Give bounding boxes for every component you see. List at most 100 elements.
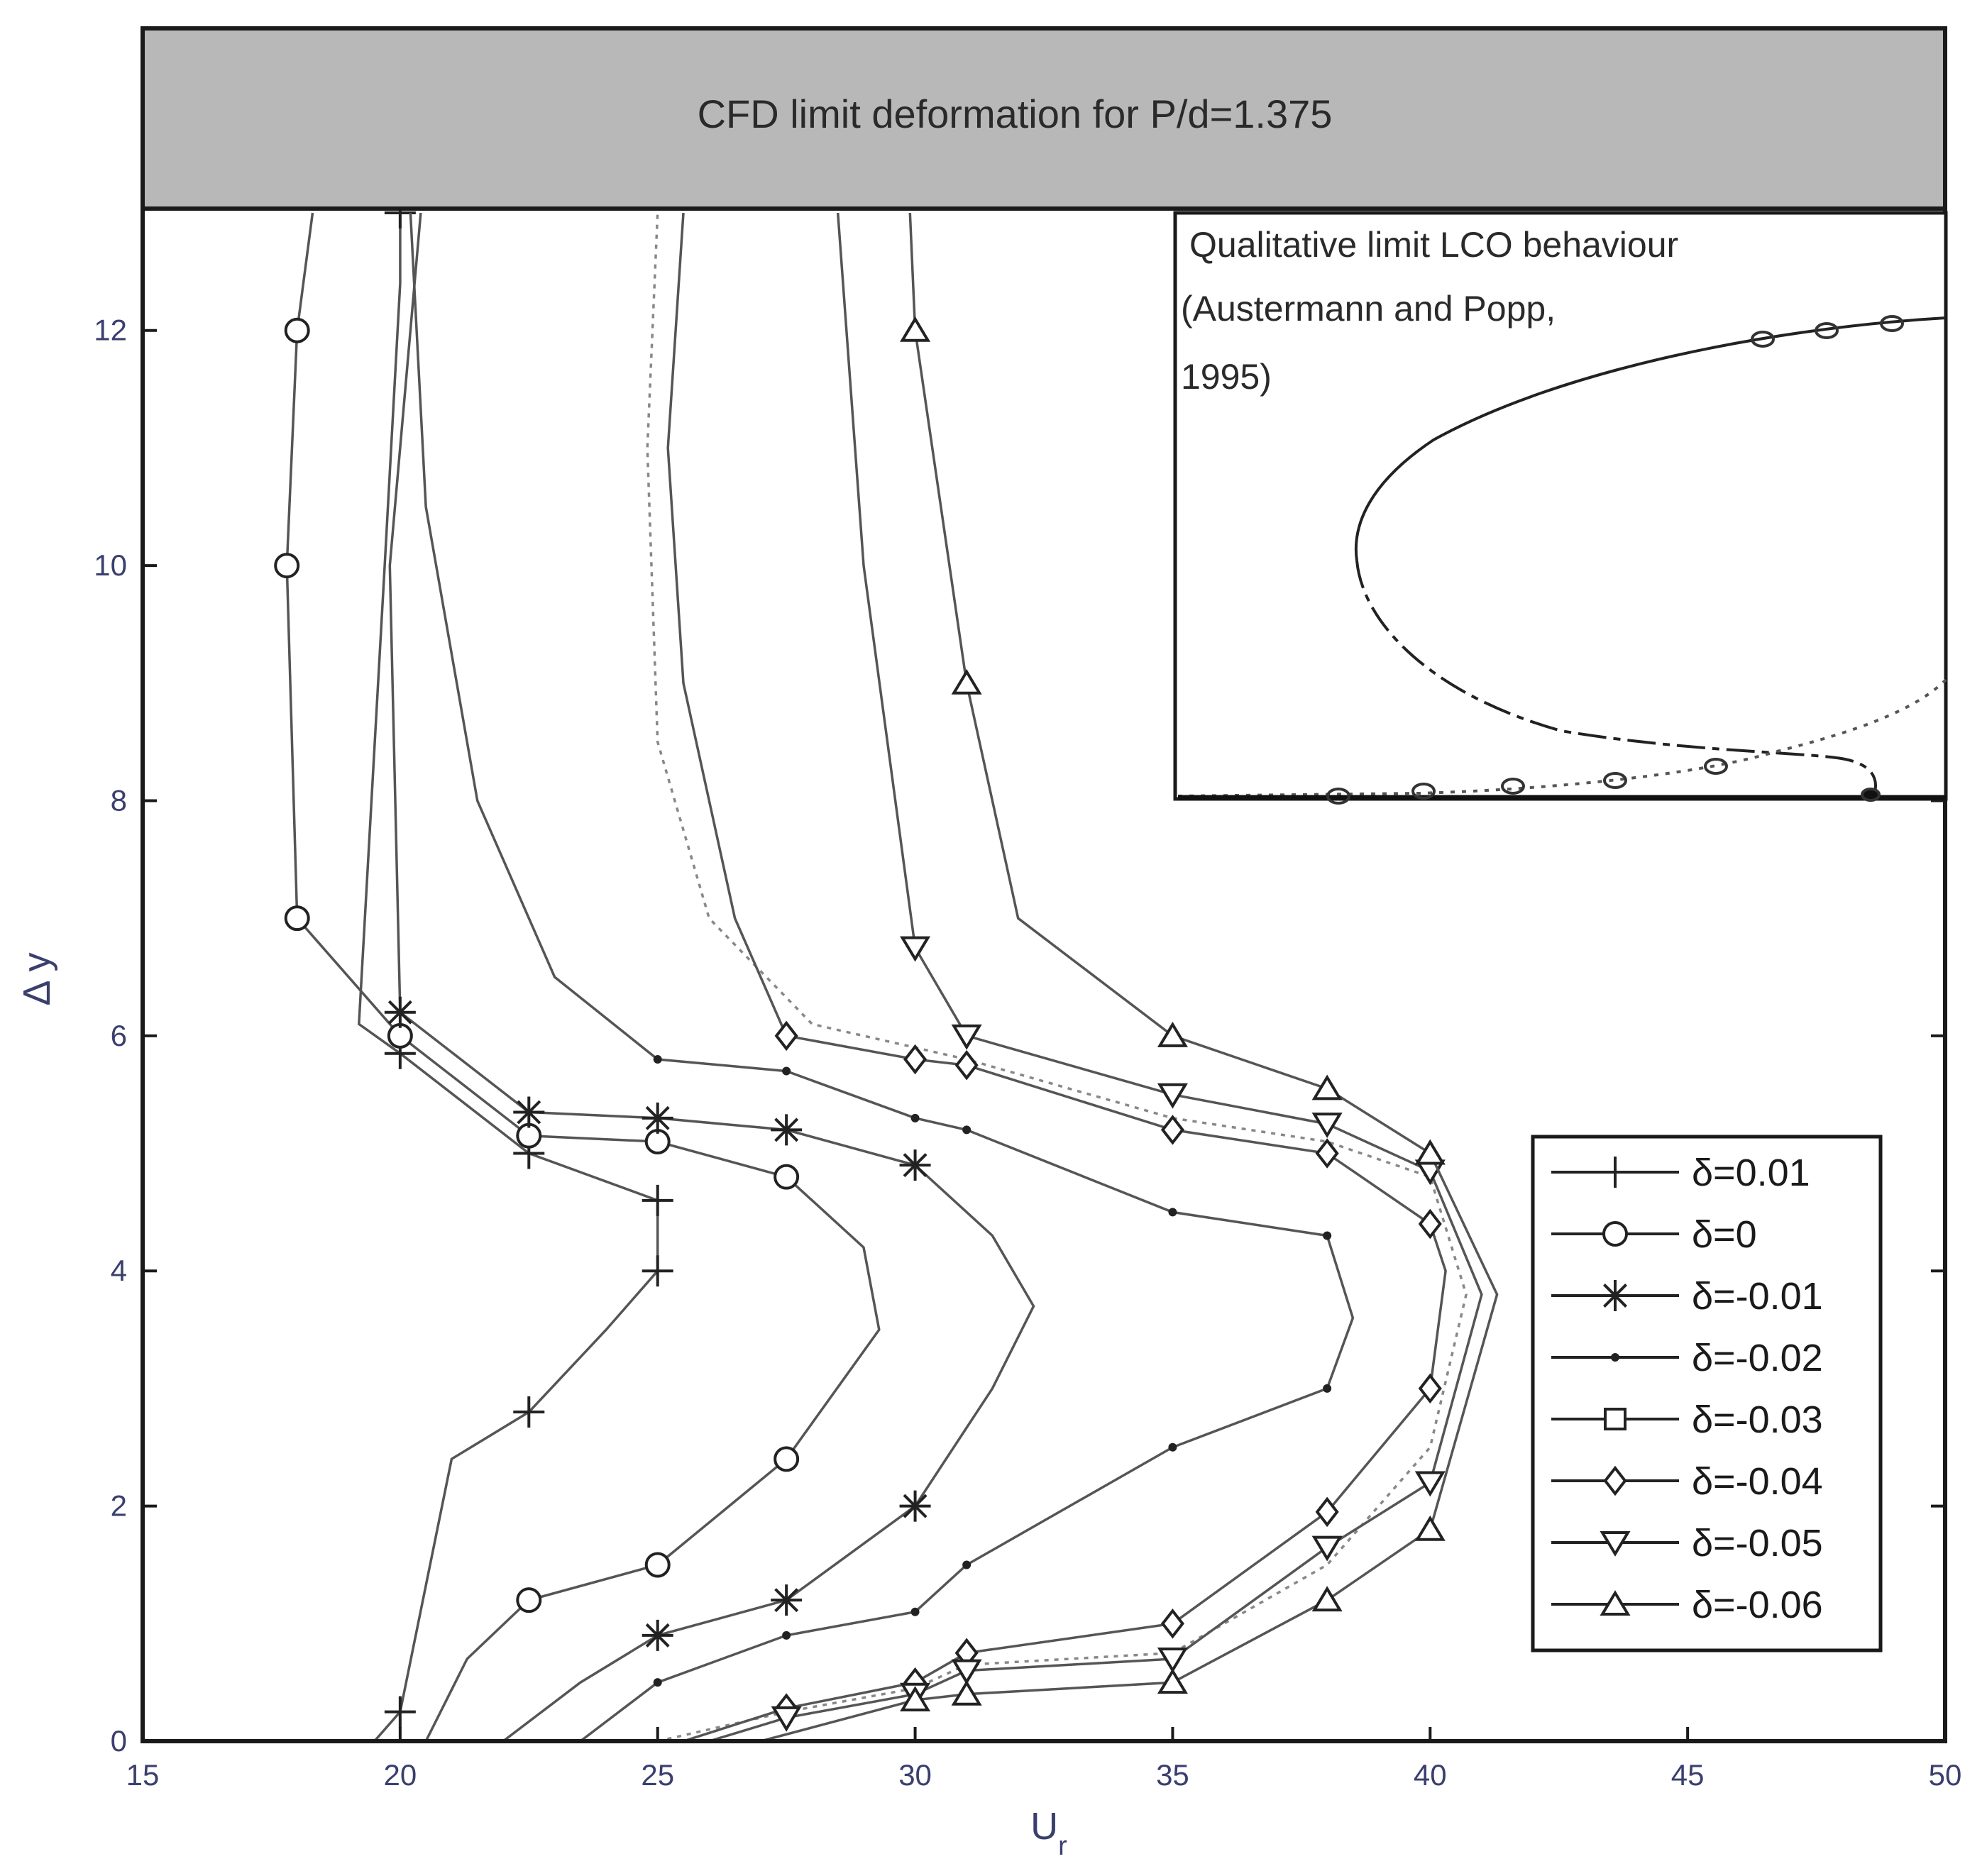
inset-lower-branch: [1355, 560, 1878, 797]
series-layer: [274, 197, 1499, 1743]
legend-swatch-marker: [1600, 1590, 1631, 1616]
series-2: [274, 212, 881, 1742]
series-line: [388, 212, 1035, 1743]
series-5: [646, 212, 1468, 1743]
y-tick-label: 10: [94, 548, 127, 582]
data-point: [1157, 1668, 1188, 1694]
data-point: [1311, 1535, 1343, 1562]
data-point: [516, 1587, 542, 1613]
series-3: [384, 212, 1035, 1743]
data-point: [1311, 1586, 1343, 1612]
data-point: [1157, 1648, 1188, 1673]
legend-label: δ=-0.02: [1692, 1337, 1823, 1379]
legend-swatch-marker: [1602, 1221, 1628, 1247]
x-tick-label: 15: [126, 1758, 160, 1792]
data-point: [951, 1659, 982, 1685]
data-point: [284, 317, 310, 343]
data-point: [642, 1184, 673, 1216]
series-line: [646, 212, 1468, 1743]
title-band: CFD limit deformation for P/d=1.375: [141, 26, 1947, 211]
inset-caption-line-3: 1995): [1181, 357, 1272, 397]
inset-panel: Qualitative limit LCO behaviour (Austerm…: [1173, 211, 1948, 805]
legend-label: δ=-0.01: [1692, 1275, 1823, 1318]
data-point: [951, 668, 982, 695]
data-point: [274, 553, 300, 579]
inset-caption-line-1: Qualitative limit LCO behaviour: [1189, 225, 1678, 265]
x-tick-label: 45: [1671, 1758, 1705, 1792]
data-point: [910, 1113, 920, 1122]
x-tick-label: 40: [1414, 1758, 1447, 1792]
data-point: [284, 905, 310, 932]
data-point: [910, 1607, 920, 1616]
data-point: [1323, 1384, 1332, 1393]
y-tick-label: 8: [111, 783, 127, 817]
data-point: [774, 1164, 800, 1190]
data-point: [1160, 1609, 1184, 1639]
data-point: [900, 1686, 931, 1712]
data-point: [1315, 1496, 1339, 1528]
series-8: [760, 212, 1499, 1743]
data-point: [900, 936, 931, 962]
legend-label: δ=-0.05: [1692, 1522, 1823, 1565]
data-point: [653, 1054, 662, 1064]
inset-caption-line-2: (Austermann and Popp,: [1181, 289, 1556, 329]
series-6: [666, 212, 1447, 1743]
data-point: [642, 1102, 673, 1134]
legend-entry: δ=0: [1551, 1213, 1757, 1256]
legend: δ=0.01 δ=0 δ=-0.01 δ=-0.02 δ=-0.03 δ=-0.04 δ=-…: [1531, 1135, 1883, 1652]
legend-entry: δ=-0.03: [1551, 1398, 1823, 1441]
data-point: [774, 1446, 800, 1472]
series-line: [760, 212, 1499, 1743]
data-point: [962, 1560, 972, 1569]
data-point: [774, 1020, 798, 1052]
data-point: [1323, 1231, 1332, 1240]
legend-entry: δ=-0.02: [1551, 1337, 1823, 1379]
x-tick-label: 30: [898, 1758, 932, 1792]
data-point: [962, 1125, 972, 1135]
data-point: [644, 1552, 671, 1578]
data-point: [771, 1114, 803, 1146]
legend-swatch-marker: [1611, 1353, 1619, 1362]
data-point: [951, 1679, 982, 1706]
data-point: [642, 1619, 673, 1651]
legend-swatch-marker: [1600, 1280, 1631, 1311]
inset-markers: [1326, 315, 1904, 805]
data-point: [1160, 1115, 1184, 1145]
data-point: [1168, 1442, 1177, 1452]
data-point: [782, 1066, 791, 1076]
x-tick-label: 50: [1929, 1758, 1962, 1792]
legend-label: δ=-0.04: [1692, 1460, 1823, 1503]
legend-swatch-marker: [1603, 1465, 1627, 1496]
legend-entry: δ=-0.04: [1551, 1460, 1823, 1503]
data-point: [1157, 1021, 1188, 1047]
data-point: [1311, 1113, 1343, 1139]
data-point: [1157, 1083, 1188, 1109]
x-tick-label: 35: [1156, 1758, 1189, 1792]
series-line: [708, 212, 1483, 1743]
data-point: [782, 1631, 791, 1640]
legend-swatch-marker: [1600, 1157, 1631, 1188]
data-point: [513, 1096, 545, 1128]
legend-entry: δ=-0.01: [1551, 1275, 1823, 1318]
x-tick-label: 20: [383, 1758, 417, 1792]
legend-label: δ=0.01: [1692, 1152, 1810, 1194]
inset-unstable-branch: [1177, 678, 1947, 798]
data-point: [1168, 1208, 1177, 1217]
data-point: [900, 316, 931, 342]
data-point: [1414, 1471, 1446, 1497]
data-point: [1414, 1139, 1446, 1165]
legend-swatch-marker: [1604, 1408, 1627, 1430]
series-4: [409, 212, 1355, 1743]
legend-label: δ=-0.06: [1692, 1584, 1823, 1626]
y-tick-label: 4: [111, 1254, 127, 1287]
data-point: [903, 1044, 928, 1075]
data-point: [954, 1050, 979, 1081]
data-point: [642, 1255, 673, 1287]
x-tick-label: 25: [641, 1758, 674, 1792]
legend-label: δ=0: [1692, 1213, 1757, 1256]
y-tick-label: 12: [94, 314, 127, 347]
series-line: [666, 212, 1447, 1743]
x-axis-label: Ur: [1030, 1805, 1067, 1861]
data-point: [384, 996, 416, 1028]
data-point: [1315, 1138, 1339, 1169]
